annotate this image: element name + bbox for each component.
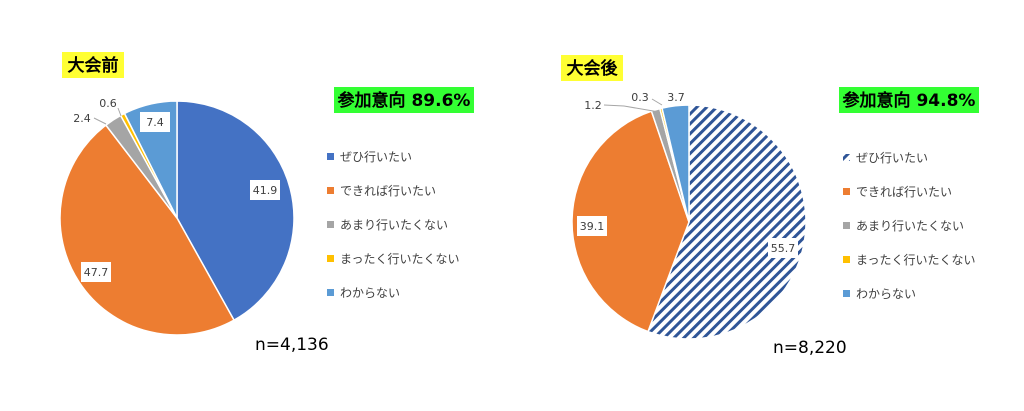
chart1-legend-label-1: ぜひ行いたい	[340, 150, 412, 164]
chart1-slice-2	[59, 124, 236, 336]
chart2-legend-label-2: できれば行いたい	[856, 185, 952, 199]
chart1-title-highlight	[62, 52, 124, 78]
chart1-legend-label-3: あまり行いたくない	[340, 218, 448, 232]
chart2-title: 大会後	[567, 58, 619, 79]
chart2-slice-2	[571, 110, 690, 333]
chart2-legend-swatch-4	[843, 256, 850, 263]
chart1-data-label-box-2	[81, 262, 111, 282]
chart2-pie: 55.7 39.1 1.2 0.3 3.7	[571, 91, 807, 340]
chart1-legend-swatch-4	[327, 255, 334, 262]
chart2-title-highlight	[561, 55, 623, 81]
chart2-legend-swatch-1	[843, 154, 850, 161]
chart1-legend-swatch-2	[327, 187, 334, 194]
chart2-legend-label-5: わからない	[856, 287, 916, 301]
chart1-data-label-4: 0.6	[99, 97, 117, 110]
chart1-data-label-box-5	[140, 112, 170, 132]
chart2-legend-label-1: ぜひ行いたい	[856, 151, 928, 165]
chart2-intent-label: 参加意向 94.8%	[843, 90, 976, 111]
chart2-data-label-5: 3.7	[667, 91, 685, 104]
chart1-legend-swatch-1	[327, 153, 334, 160]
chart1-leader-3	[93, 117, 107, 125]
chart2-data-label-box-1	[768, 238, 798, 258]
chart2-data-label-1: 55.7	[771, 242, 796, 255]
chart2-legend-swatch-3	[843, 222, 850, 229]
chart2-legend-swatch-5	[843, 290, 850, 297]
chart1-sample-size: n=4,136	[255, 335, 329, 355]
chart1-title: 大会前	[68, 55, 119, 76]
chart2-data-label-box-2	[577, 216, 607, 236]
chart1-legend-swatch-5	[327, 289, 334, 296]
chart1-data-label-2: 47.7	[84, 266, 109, 279]
chart2-data-label-4: 0.3	[631, 91, 649, 104]
chart2-intent-highlight	[839, 87, 979, 113]
chart2-legend-swatch-2	[843, 188, 850, 195]
chart1-leader-4	[117, 107, 122, 117]
chart1-data-label-1: 41.9	[253, 184, 278, 197]
chart1-data-label-3: 2.4	[73, 112, 91, 125]
chart2-legend-label-3: あまり行いたくない	[856, 219, 964, 233]
chart1-legend-swatch-3	[327, 221, 334, 228]
chart2-leader-4	[651, 98, 663, 106]
chart2-slice-5	[661, 104, 690, 223]
chart1-legend-label-2: できれば行いたい	[340, 184, 436, 198]
chart2-slice-1	[647, 104, 807, 340]
chart2-sample-size: n=8,220	[773, 338, 847, 358]
chart1-slice-1	[176, 100, 295, 322]
chart2-legend-label-4: まったく行いたくない	[856, 253, 976, 267]
chart1-pie: 41.9 47.7 2.4 0.6 7.4	[59, 97, 295, 336]
chart2-leader-3	[603, 104, 660, 113]
chart1-intent-label: 参加意向 89.6%	[338, 90, 471, 111]
chart1-data-label-5: 7.4	[146, 116, 164, 129]
chart2-data-label-3: 1.2	[584, 99, 602, 112]
chart2-data-label-2: 39.1	[580, 220, 605, 233]
chart1-legend-label-5: わからない	[340, 286, 400, 300]
chart1-data-label-box-1	[250, 180, 280, 200]
chart1-legend-label-4: まったく行いたくない	[340, 252, 460, 266]
chart1-intent-highlight	[334, 87, 474, 113]
